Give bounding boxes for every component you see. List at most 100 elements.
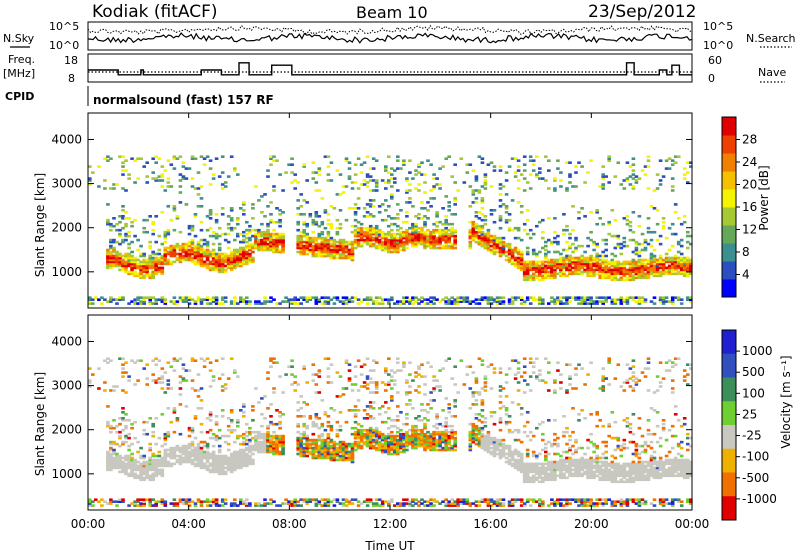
power-cell bbox=[227, 241, 231, 244]
velocity-cell bbox=[348, 369, 352, 372]
power-cell bbox=[683, 177, 687, 180]
velocity-cell bbox=[139, 498, 143, 501]
velocity-cell bbox=[173, 369, 177, 372]
power-cell bbox=[351, 207, 355, 210]
power-cell bbox=[526, 233, 530, 236]
power-cell bbox=[478, 189, 482, 192]
velocity-cell bbox=[330, 363, 334, 366]
power-cell bbox=[245, 245, 249, 248]
power-cell bbox=[499, 169, 503, 172]
power-cell bbox=[390, 185, 394, 188]
velocity-cell bbox=[185, 498, 189, 501]
velocity-cell bbox=[305, 425, 309, 428]
power-cell bbox=[139, 253, 143, 256]
power-cell bbox=[218, 243, 222, 246]
velocity-cell bbox=[351, 427, 355, 430]
velocity-cell bbox=[127, 437, 131, 440]
power-cell bbox=[336, 231, 340, 234]
power-cell bbox=[417, 189, 421, 192]
power-cell bbox=[336, 227, 340, 230]
power-cell bbox=[686, 171, 690, 174]
power-cell bbox=[420, 201, 424, 204]
nsearch-label: N.Search bbox=[746, 32, 796, 45]
velocity-cell bbox=[305, 455, 309, 458]
power-cell bbox=[357, 157, 361, 160]
power-cell bbox=[523, 177, 527, 180]
power-cell bbox=[574, 237, 578, 240]
velocity-cell bbox=[281, 413, 285, 416]
velocity-cell bbox=[269, 365, 273, 368]
velocity-cell bbox=[158, 437, 162, 440]
power-cell bbox=[290, 181, 294, 184]
power-cell bbox=[393, 177, 397, 180]
velocity-cell bbox=[426, 403, 430, 406]
power-cell bbox=[435, 211, 439, 214]
power-cell bbox=[327, 231, 331, 234]
power-cell bbox=[209, 209, 213, 212]
velocity-cell bbox=[245, 453, 249, 456]
power-cell bbox=[109, 239, 113, 242]
velocity-cell bbox=[399, 369, 403, 372]
velocity-cell bbox=[224, 387, 228, 390]
power-cell bbox=[212, 243, 216, 246]
velocity-cell bbox=[396, 415, 400, 418]
colorbar-segment bbox=[722, 117, 736, 136]
power-cell bbox=[124, 217, 128, 220]
power-cell bbox=[686, 231, 690, 234]
velocity-cell bbox=[275, 504, 279, 507]
velocity-cell bbox=[182, 363, 186, 366]
velocity-cell bbox=[245, 435, 249, 438]
power-cell bbox=[351, 296, 355, 299]
velocity-cell bbox=[124, 371, 128, 374]
velocity-cell bbox=[333, 409, 337, 412]
power-cell bbox=[653, 265, 657, 268]
power-cell bbox=[133, 219, 137, 222]
power-cell bbox=[366, 203, 370, 206]
velocity-cell bbox=[351, 389, 355, 392]
power-cell bbox=[444, 215, 448, 218]
power-cell bbox=[284, 171, 288, 174]
power-cell bbox=[432, 173, 436, 176]
power-cell bbox=[607, 296, 611, 299]
power-cell bbox=[251, 257, 255, 260]
power-cell bbox=[553, 231, 557, 234]
velocity-cell bbox=[426, 431, 430, 434]
velocity-cell bbox=[194, 359, 198, 362]
velocity-cell bbox=[161, 387, 165, 390]
power-cell bbox=[315, 211, 319, 214]
velocity-cell bbox=[426, 361, 430, 364]
power-cell bbox=[583, 251, 587, 254]
velocity-cell bbox=[396, 405, 400, 408]
power-cell bbox=[520, 239, 524, 242]
power-cell bbox=[475, 197, 479, 200]
power-cell bbox=[230, 300, 234, 303]
velocity-cell bbox=[366, 417, 370, 420]
velocity-cell bbox=[351, 433, 355, 436]
velocity-cell bbox=[185, 405, 189, 408]
velocity-cell bbox=[336, 447, 340, 450]
power-cell bbox=[659, 183, 663, 186]
velocity-cell bbox=[318, 391, 322, 394]
power-cell bbox=[124, 189, 128, 192]
velocity-cell bbox=[145, 433, 149, 436]
power-cell bbox=[659, 159, 663, 162]
power-cell bbox=[583, 215, 587, 218]
power-cell bbox=[653, 255, 657, 258]
velocity-cell bbox=[405, 449, 409, 452]
power-cell bbox=[671, 189, 675, 192]
power-cell bbox=[638, 255, 642, 258]
velocity-cell bbox=[357, 359, 361, 362]
power-cell bbox=[517, 165, 521, 168]
power-cell bbox=[106, 203, 110, 206]
velocity-cell bbox=[154, 357, 158, 360]
power-cell bbox=[245, 251, 249, 254]
power-cell bbox=[396, 159, 400, 162]
velocity-cell bbox=[158, 359, 162, 362]
velocity-cell bbox=[408, 361, 412, 364]
power-cell bbox=[502, 296, 506, 299]
velocity-cell bbox=[339, 429, 343, 432]
power-cell bbox=[197, 193, 201, 196]
velocity-cell bbox=[309, 415, 313, 418]
power-cell bbox=[227, 175, 231, 178]
power-cell bbox=[390, 173, 394, 176]
